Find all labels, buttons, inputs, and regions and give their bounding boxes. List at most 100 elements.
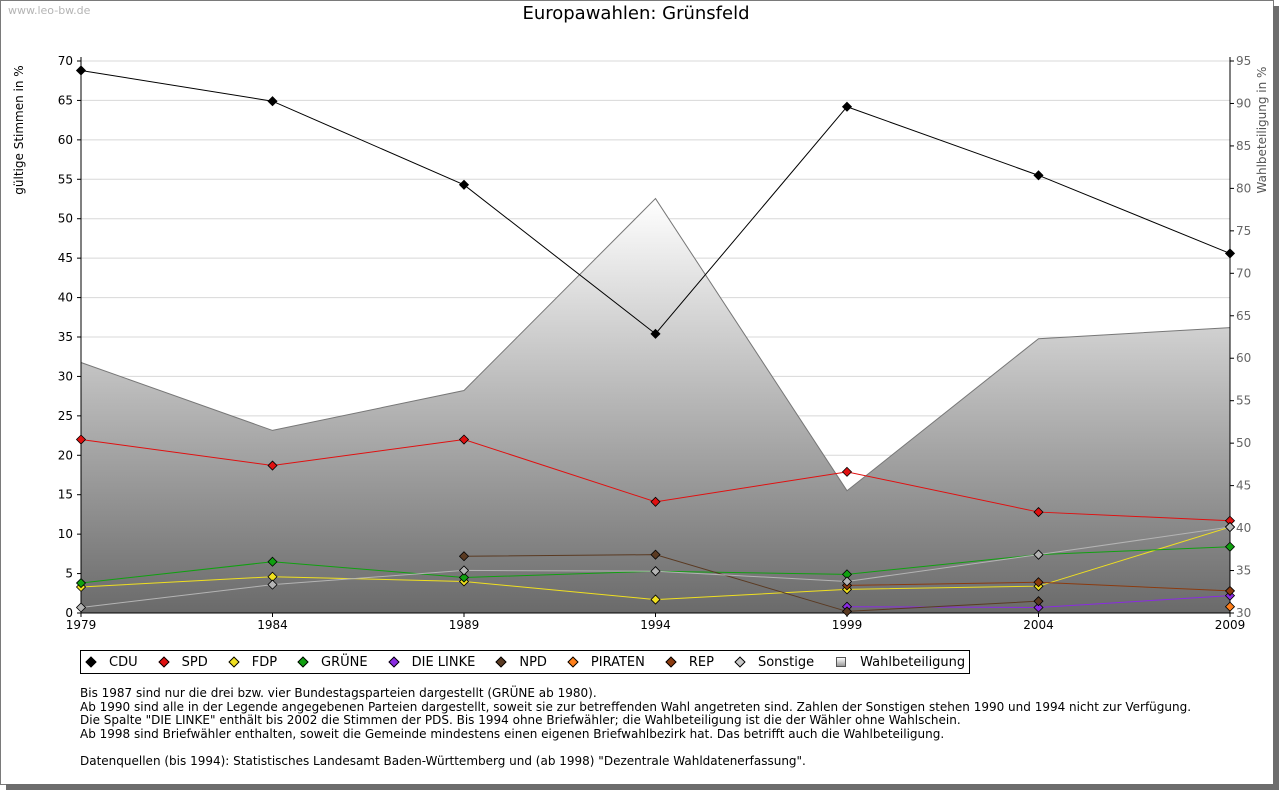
y-tick-label-left: 30 xyxy=(58,369,73,383)
y-tick-label-left: 60 xyxy=(58,133,73,147)
data-point xyxy=(458,565,470,576)
legend-label: Sonstige xyxy=(757,654,815,670)
notes: Bis 1987 sind nur die drei bzw. vier Bun… xyxy=(80,686,1192,768)
data-point xyxy=(1033,602,1044,613)
data-point xyxy=(458,434,470,445)
data-point xyxy=(841,466,853,477)
data-point xyxy=(1224,521,1236,533)
frame-shadow-right xyxy=(1273,6,1279,788)
y-tick-label-left: 25 xyxy=(58,409,73,423)
legend-item: SPD xyxy=(157,654,208,670)
y-tick-label-left: 45 xyxy=(58,251,73,265)
y-tick-label-right: 50 xyxy=(1236,436,1251,450)
y-tick-label-right: 60 xyxy=(1236,351,1251,365)
frame-shadow-bottom xyxy=(6,784,1279,790)
note-gap xyxy=(80,741,1191,755)
y-tick-label-left: 10 xyxy=(58,527,73,541)
data-point xyxy=(75,65,87,76)
note-sources: Datenquellen (bis 1994): Statistisches L… xyxy=(80,753,806,768)
legend-item: NPD xyxy=(495,654,547,670)
legend-label: FDP xyxy=(251,654,278,670)
legend-marker xyxy=(567,656,579,668)
y-tick-label-right: 40 xyxy=(1236,521,1251,535)
data-point xyxy=(650,594,661,605)
legend-label: DIE LINKE xyxy=(411,654,476,670)
legend-item: Sonstige xyxy=(734,654,815,670)
x-tick-label: 1994 xyxy=(640,618,671,632)
legend-label: NPD xyxy=(519,654,547,670)
data-point xyxy=(650,549,661,560)
legend-marker xyxy=(228,656,240,668)
y-tick-label-right: 75 xyxy=(1236,224,1251,238)
y-tick-label-right: 80 xyxy=(1236,181,1251,195)
data-point xyxy=(650,496,661,507)
data-point xyxy=(267,460,278,471)
data-point xyxy=(650,566,661,577)
data-point xyxy=(267,556,278,567)
x-tick-label: 1979 xyxy=(66,618,97,632)
chart-title: Europawahlen: Grünsfeld xyxy=(522,3,750,24)
legend-marker xyxy=(836,657,847,667)
data-point xyxy=(267,579,278,590)
data-point xyxy=(1033,596,1044,607)
legend-label: GRÜNE xyxy=(321,654,368,670)
y-tick-label-left: 55 xyxy=(58,172,73,186)
legend-item: Wahlbeteiligung xyxy=(836,655,965,670)
y-tick-label-right: 30 xyxy=(1236,606,1251,620)
y-tick-label-right: 95 xyxy=(1236,54,1251,68)
y-tick-label-left: 50 xyxy=(58,212,73,226)
series-spd xyxy=(75,434,1236,526)
x-tick-label: 1984 xyxy=(257,618,288,632)
data-point xyxy=(458,179,470,190)
y-tick-label-left: 15 xyxy=(58,488,73,502)
y-tick-label-left: 40 xyxy=(58,291,73,305)
turnout-area-layer xyxy=(80,197,1231,613)
legend-marker xyxy=(297,656,309,668)
series-line xyxy=(463,554,1039,612)
data-point xyxy=(75,602,87,613)
y-tick-label-left: 65 xyxy=(58,93,73,107)
x-tick-label: 2009 xyxy=(1215,618,1246,632)
series-cdu xyxy=(75,65,1236,339)
data-point xyxy=(1033,170,1044,181)
legend-label: Wahlbeteiligung xyxy=(860,654,966,670)
data-point xyxy=(841,606,853,617)
note-line-4: Ab 1998 sind Briefwähler enthalten, sowe… xyxy=(80,726,945,741)
turnout-area xyxy=(81,198,1230,613)
data-point xyxy=(1224,585,1236,596)
watermark: www.leo-bw.de xyxy=(8,4,91,17)
series-npd xyxy=(458,549,1044,617)
data-point xyxy=(75,577,87,589)
legend-marker xyxy=(85,656,97,668)
series-piraten xyxy=(1224,601,1236,612)
data-point xyxy=(458,572,470,583)
note-line-2: Ab 1990 sind alle in der Legende angegeb… xyxy=(80,699,1192,714)
data-point xyxy=(1033,577,1044,588)
y-tick-label-right: 85 xyxy=(1236,139,1251,153)
turnout-line xyxy=(80,197,1231,492)
data-point xyxy=(841,101,853,112)
data-point xyxy=(267,96,278,107)
legend-item: FDP xyxy=(228,654,278,670)
y-tick-label-left: 20 xyxy=(58,448,73,462)
data-point xyxy=(841,576,853,587)
data-point xyxy=(650,328,661,339)
x-tick-label: 1999 xyxy=(832,618,863,632)
legend-item: PIRATEN xyxy=(567,655,645,670)
y-tick-label-right: 70 xyxy=(1236,266,1251,280)
data-point xyxy=(1224,601,1236,612)
data-point xyxy=(1224,541,1236,552)
legend-item: CDU xyxy=(85,654,138,670)
data-point xyxy=(75,434,87,445)
legend-label: REP xyxy=(688,654,714,670)
legend-label: SPD xyxy=(181,654,208,670)
note-line-3: Die Spalte "DIE LINKE" enthält bis 2002 … xyxy=(80,713,961,727)
legend-label: CDU xyxy=(109,654,138,670)
data-point xyxy=(458,551,470,562)
y-tick-label-left: 0 xyxy=(65,606,73,620)
y-tick-label-left: 70 xyxy=(58,54,73,68)
y-tick-label-right: 55 xyxy=(1236,394,1251,408)
data-point xyxy=(1224,248,1236,259)
note-line-1: Bis 1987 sind nur die drei bzw. vier Bun… xyxy=(80,686,597,700)
